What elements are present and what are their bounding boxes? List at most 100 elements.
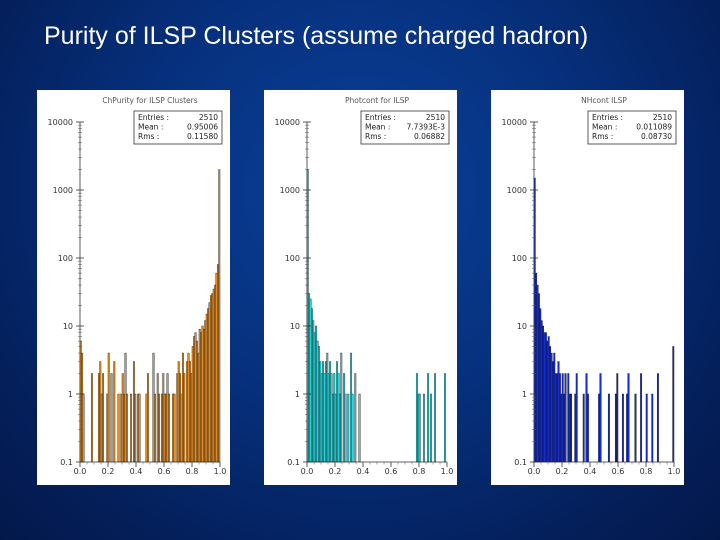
histogram-bar <box>134 393 137 463</box>
x-tick-label: 0.6 <box>385 467 398 476</box>
histogram-chpurity-svg: ChPurity for ILSP Clusters10000100010010… <box>48 96 227 476</box>
x-tick-label: 0.6 <box>158 467 171 476</box>
histogram-bar <box>616 373 619 463</box>
x-tick-label: 0.8 <box>640 467 653 476</box>
histogram-bar <box>354 373 357 463</box>
histogram-bar <box>102 373 105 463</box>
stats-mean-label: Mean : <box>592 123 617 132</box>
y-tick-label: 1000 <box>507 186 527 195</box>
y-tick-label: 1000 <box>280 186 300 195</box>
stats-mean-value: 0.011089 <box>636 123 672 132</box>
y-tick-label: 1000 <box>53 186 73 195</box>
stats-box <box>587 110 677 145</box>
x-tick-label: 0.4 <box>584 467 597 476</box>
stats-box <box>133 110 223 145</box>
x-tick-label: 0.0 <box>301 467 314 476</box>
histogram-bar <box>582 393 585 463</box>
y-tick-label: 100 <box>512 254 527 263</box>
histogram-bar <box>130 393 133 463</box>
y-tick-label: 10 <box>517 322 527 331</box>
histogram-bar <box>575 373 578 463</box>
y-tick-label: 10000 <box>502 118 527 127</box>
y-tick-label: 1 <box>295 390 300 399</box>
histogram-bar <box>82 393 85 463</box>
histogram-bar <box>113 361 116 463</box>
x-tick-label: 0.8 <box>186 467 199 476</box>
histogram-bar <box>173 393 176 463</box>
x-tick-label: 0.8 <box>413 467 426 476</box>
y-tick-label: 10 <box>290 322 300 331</box>
y-tick-label: 0.1 <box>60 458 73 467</box>
histogram-bar <box>586 393 589 463</box>
histogram-bar <box>138 393 141 463</box>
histogram-bar <box>607 393 610 463</box>
stats-rms-value: 0.08730 <box>641 132 672 141</box>
stats-rms-label: Rms : <box>138 132 159 141</box>
stats-entries-label: Entries : <box>592 113 623 122</box>
histogram-photcont-svg: Photcont for ILSP 10000 1000 100 10 1 0.10.0 0.… <box>275 96 454 476</box>
x-tick-label: 1.0 <box>214 467 227 476</box>
histogram-panel-chpurity: ChPurity for ILSP Clusters 10000 1000 100 10… <box>37 90 230 485</box>
histogram-bar <box>651 393 654 463</box>
y-tick-label: 0.1 <box>514 458 527 467</box>
histogram-nhcont-svg: NHcont ILSP 10000 1000 100 10 1 0.10.0 0.2 0.4 0.… <box>502 96 681 476</box>
x-tick-label: 0.2 <box>102 467 115 476</box>
stats-rms-value: 0.06882 <box>414 132 445 141</box>
histogram-bar <box>347 393 350 463</box>
histogram-bar <box>358 393 361 463</box>
histogram-bar <box>90 373 93 463</box>
y-tick-label: 1 <box>522 390 527 399</box>
stats-entries-value: 2510 <box>426 113 445 122</box>
stats-mean-label: Mean : <box>365 123 390 132</box>
histogram-bar <box>443 373 446 463</box>
histogram-bar <box>434 373 437 463</box>
histogram-bar <box>599 373 602 463</box>
histogram-bar <box>167 393 170 463</box>
histogram-bar <box>427 373 430 463</box>
histogram-bar <box>672 346 675 463</box>
histogram-panel-nhcont: NHcont ILSP 10000 1000 100 10 1 0.1 0.0 0.2 0.4 0.… <box>491 90 684 485</box>
y-tick-label: 0.1 <box>287 458 300 467</box>
histogram-bar <box>418 393 421 463</box>
stats-entries-value: 2510 <box>199 113 218 122</box>
y-tick-label: 10000 <box>48 118 73 127</box>
slide-title: Purity of ILSP Clusters (assume charged … <box>44 22 589 50</box>
y-tick-label: 100 <box>58 254 73 263</box>
histogram-bar <box>218 169 221 463</box>
stats-entries-label: Entries : <box>138 113 169 122</box>
x-tick-label: 0.6 <box>612 467 625 476</box>
histogram-bar <box>634 393 637 463</box>
x-tick-label: 1.0 <box>668 467 681 476</box>
stats-rms-label: Rms : <box>592 132 613 141</box>
histogram-title: ChPurity for ILSP Clusters <box>102 96 197 105</box>
histogram-bar <box>146 373 149 463</box>
y-tick-label: 1 <box>68 390 73 399</box>
histogram-bar <box>627 373 630 463</box>
histogram-bar <box>110 373 113 463</box>
stats-mean-label: Mean : <box>138 123 163 132</box>
x-tick-label: 0.0 <box>528 467 541 476</box>
stats-box <box>360 110 450 145</box>
x-tick-label: 0.2 <box>329 467 342 476</box>
stats-rms-value: 0.11580 <box>187 132 218 141</box>
histogram-bar <box>117 393 120 463</box>
histogram-bar <box>570 393 573 463</box>
stats-mean-value: 7.7393E-3 <box>407 123 446 132</box>
y-tick-label: 10000 <box>275 118 300 127</box>
histogram-bar <box>640 373 643 463</box>
histogram-bar <box>645 393 648 463</box>
histogram-bar <box>422 393 425 463</box>
histogram-bar <box>656 373 659 463</box>
histogram-bar <box>340 352 343 463</box>
histogram-title: NHcont ILSP <box>581 96 627 105</box>
stats-rms-label: Rms : <box>365 132 386 141</box>
x-tick-label: 0.0 <box>74 467 87 476</box>
histogram-bar <box>429 393 432 463</box>
histogram-bar <box>564 373 567 463</box>
histogram-bar <box>107 352 110 463</box>
histogram-bar <box>621 393 624 463</box>
y-tick-label: 10 <box>63 322 73 331</box>
stats-mean-value: 0.95006 <box>187 123 218 132</box>
histogram-bar <box>125 393 128 463</box>
histogram-bar <box>351 393 354 463</box>
